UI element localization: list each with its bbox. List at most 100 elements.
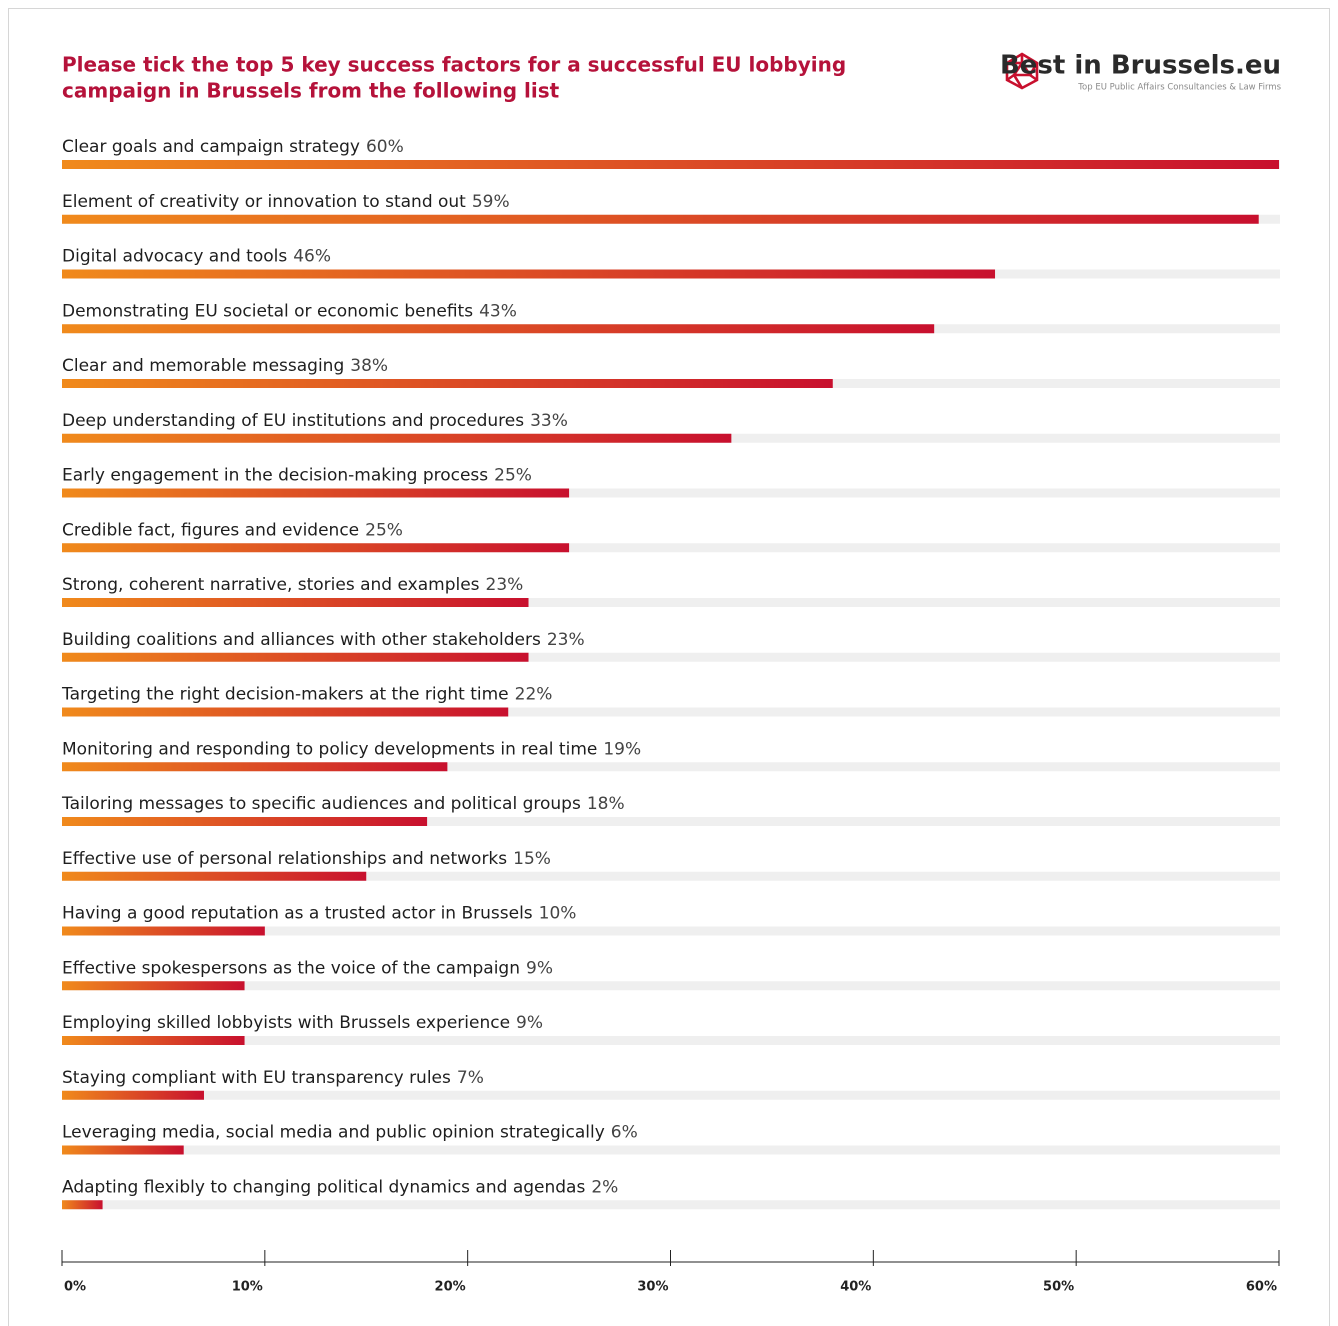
bar (62, 598, 529, 607)
category-label: Employing skilled lobbyists with Brussel… (62, 1013, 510, 1033)
category-row: Effective use of personal relationships … (62, 849, 551, 869)
value-label: 23% (486, 575, 524, 595)
category-row: Credible fact, figures and evidence 25% (62, 520, 403, 540)
category-label: Clear and memorable messaging (62, 356, 344, 376)
bar (62, 269, 996, 279)
category-row: Staying compliant with EU transparency r… (62, 1068, 484, 1088)
bar-track (62, 707, 1280, 717)
bar-track (62, 1200, 1280, 1210)
bar (62, 1090, 204, 1100)
category-label: Early engagement in the decision-making … (62, 466, 488, 486)
category-row: Strong, coherent narrative, stories and … (62, 575, 523, 595)
x-tick-label: 10% (232, 1280, 263, 1295)
category-label: Leveraging media, social media and publi… (62, 1123, 605, 1143)
bar (62, 433, 732, 443)
bar (62, 488, 570, 498)
category-row: Element of creativity or innovation to s… (62, 192, 510, 212)
bar-track (62, 1145, 1280, 1155)
value-label: 9% (526, 958, 553, 978)
bar-track (62, 981, 1280, 991)
value-label: 6% (611, 1123, 638, 1143)
x-tick-label: 30% (637, 1280, 668, 1295)
value-label: 60% (366, 137, 404, 157)
chart-title: campaign in Brussels from the following … (62, 79, 560, 103)
bar-track (62, 762, 1280, 772)
logo-icon (1005, 52, 1039, 90)
bar-track (62, 598, 1280, 607)
bar (62, 926, 265, 936)
bar (62, 652, 529, 662)
frame (8, 8, 1330, 1326)
value-label: 22% (515, 685, 553, 705)
value-label: 7% (457, 1068, 484, 1088)
x-tick-label: 40% (840, 1280, 871, 1295)
category-label: Targeting the right decision-makers at t… (61, 685, 509, 705)
bar-track (62, 817, 1280, 826)
bar (62, 707, 509, 717)
category-label: Effective spokespersons as the voice of … (62, 958, 520, 978)
category-row: Digital advocacy and tools 46% (62, 247, 331, 267)
bar (62, 379, 833, 388)
category-label: Demonstrating EU societal or economic be… (62, 301, 473, 321)
category-label: Clear goals and campaign strategy (62, 137, 360, 157)
category-label: Credible fact, figures and evidence (62, 520, 359, 540)
brand-tagline: Top EU Public Affairs Consultancies & La… (1077, 83, 1281, 93)
value-label: 15% (513, 849, 551, 869)
category-label: Staying compliant with EU transparency r… (62, 1068, 451, 1088)
chart-title: Please tick the top 5 key success factor… (62, 53, 846, 77)
bar (62, 871, 367, 881)
bar-track (62, 543, 1280, 553)
bar-track (62, 1036, 1280, 1045)
value-label: 33% (530, 411, 568, 431)
value-label: 25% (494, 466, 532, 486)
bar (62, 1145, 184, 1155)
category-label: Digital advocacy and tools (62, 247, 287, 267)
category-row: Targeting the right decision-makers at t… (61, 685, 552, 705)
category-label: Element of creativity or innovation to s… (62, 192, 466, 212)
category-label: Monitoring and responding to policy deve… (62, 739, 597, 759)
bar (62, 214, 1259, 224)
value-label: 10% (539, 904, 577, 924)
category-row: Clear and memorable messaging 38% (62, 356, 388, 376)
category-row: Employing skilled lobbyists with Brussel… (62, 1013, 543, 1033)
brand-name: Best in Brussels.eu (1000, 51, 1281, 81)
bar (62, 1036, 245, 1045)
category-row: Effective spokespersons as the voice of … (62, 958, 553, 978)
category-row: Adapting flexibly to changing political … (62, 1177, 618, 1197)
value-label: 19% (603, 739, 641, 759)
category-label: Having a good reputation as a trusted ac… (62, 904, 533, 924)
value-label: 43% (479, 301, 517, 321)
category-label: Building coalitions and alliances with o… (62, 630, 541, 650)
category-label: Strong, coherent narrative, stories and … (62, 575, 480, 595)
category-label: Tailoring messages to specific audiences… (61, 794, 581, 814)
value-label: 25% (365, 520, 403, 540)
bar-track (62, 1090, 1280, 1100)
x-tick-label: 20% (435, 1280, 466, 1295)
x-tick-label: 0% (64, 1280, 86, 1295)
category-row: Having a good reputation as a trusted ac… (62, 904, 576, 924)
category-row: Deep understanding of EU institutions an… (62, 411, 568, 431)
bar (62, 543, 570, 553)
category-label: Effective use of personal relationships … (62, 849, 507, 869)
category-row: Clear goals and campaign strategy 60% (62, 137, 404, 157)
bar (62, 981, 245, 991)
bar (62, 1200, 103, 1210)
category-row: Tailoring messages to specific audiences… (61, 794, 625, 814)
bar-track (62, 871, 1280, 881)
bar (62, 160, 1279, 169)
bar-track (62, 926, 1280, 936)
category-row: Building coalitions and alliances with o… (62, 630, 585, 650)
category-label: Adapting flexibly to changing political … (62, 1177, 585, 1197)
value-label: 23% (547, 630, 585, 650)
bar (62, 817, 428, 826)
value-label: 2% (591, 1177, 618, 1197)
category-row: Demonstrating EU societal or economic be… (62, 301, 517, 321)
value-label: 59% (472, 192, 510, 212)
bar-track (62, 652, 1280, 662)
x-tick-label: 60% (1246, 1280, 1277, 1295)
x-tick-label: 50% (1043, 1280, 1074, 1295)
category-row: Leveraging media, social media and publi… (62, 1123, 638, 1143)
bar (62, 762, 448, 772)
bar (62, 324, 935, 334)
